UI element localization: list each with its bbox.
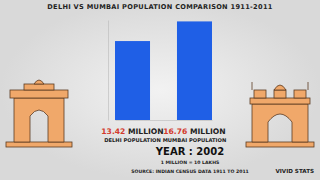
bars <box>115 21 212 120</box>
annotation: SOURCE: INDIAN CENSUS DATA 1911 TO 2011 <box>131 169 249 174</box>
icon-part <box>10 90 68 98</box>
x-tick: MUMBAI POPULATION <box>163 120 227 143</box>
icon-part <box>6 142 72 147</box>
india-gate-icon <box>6 80 72 147</box>
category-label: DELHI POPULATION <box>104 137 161 143</box>
y-axis <box>108 21 109 121</box>
icon-part <box>246 142 314 147</box>
icon-part <box>252 104 308 142</box>
x-axis-line <box>116 120 213 121</box>
icon-part <box>34 80 44 84</box>
icon-part <box>274 85 286 90</box>
icon-part <box>250 98 310 104</box>
data-label: 13.42 MILLION <box>101 127 163 136</box>
annotation: 1 MILLION = 10 LAKHS <box>161 160 220 165</box>
icon-part <box>254 90 266 98</box>
icon-part <box>252 82 308 90</box>
icon-part <box>294 90 306 98</box>
data-label: 16.76 MILLION <box>163 127 225 136</box>
category-label: MUMBAI POPULATION <box>163 137 227 143</box>
annotation: YEAR : 2002 <box>155 146 224 157</box>
bar <box>115 41 150 120</box>
bar <box>177 21 212 120</box>
icon-part <box>24 84 54 90</box>
chart: DELHI VS MUMBAI POPULATION COMPARISON 19… <box>0 0 320 180</box>
icon-part <box>274 90 286 98</box>
y-axis-line <box>108 21 109 121</box>
annotation: VIVID STATS <box>275 168 314 174</box>
title: DELHI VS MUMBAI POPULATION COMPARISON 19… <box>47 3 272 11</box>
gateway-icon <box>246 82 314 147</box>
icon-part <box>14 98 64 142</box>
background <box>0 0 320 180</box>
